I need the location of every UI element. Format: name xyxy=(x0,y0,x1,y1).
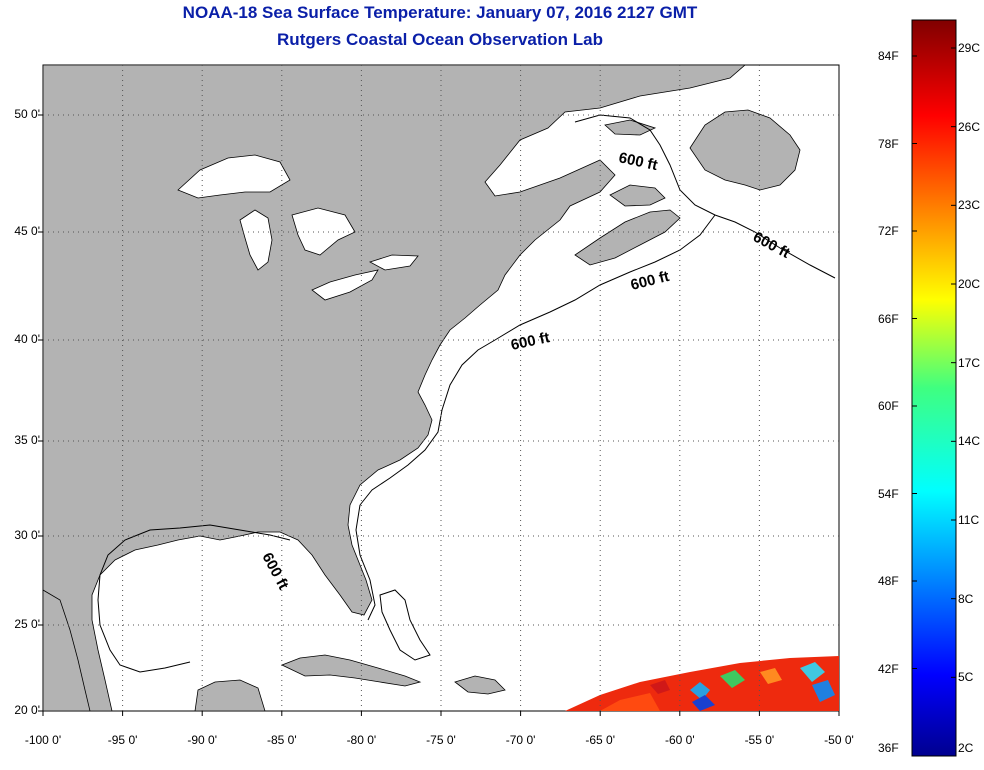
depth-contour-600ft xyxy=(97,114,836,673)
colorbar-celsius-label: 14C xyxy=(958,434,981,449)
colorbar-fahrenheit-label: 60F xyxy=(878,399,899,413)
colorbar-fahrenheit-label: 72F xyxy=(878,224,899,238)
colorbar-fahrenheit-label: 48F xyxy=(878,574,899,588)
colorbar-celsius-label: 20C xyxy=(958,277,981,291)
lon-tick-label: -90 0' xyxy=(187,733,218,747)
lat-tick-label: 20 0' xyxy=(14,703,40,717)
colorbar-fahrenheit-label: 54F xyxy=(878,486,899,501)
land-gaspe xyxy=(609,184,666,207)
lon-tick-label: -100 0' xyxy=(24,733,62,747)
colorbar-fahrenheit-label: 78F xyxy=(878,136,899,151)
lon-tick-label: -60 0' xyxy=(664,733,695,747)
lon-tick-label: -75 0' xyxy=(426,733,456,747)
colorbar-celsius-label: 17C xyxy=(958,355,981,370)
land-yucatan xyxy=(194,679,266,711)
lat-tick-label: 40 0' xyxy=(14,332,40,346)
land-hispaniola xyxy=(454,675,506,695)
lat-tick-label: 50 0' xyxy=(14,107,40,121)
map-subtitle: Rutgers Coastal Ocean Observation Lab xyxy=(277,30,603,49)
colorbar-fahrenheit-label: 66F xyxy=(878,311,899,326)
colorbar-celsius-label: 5C xyxy=(958,670,974,685)
lat-tick-label: 45 0' xyxy=(14,224,40,238)
lat-tick-label: 30 0' xyxy=(14,528,40,542)
lon-tick-label: -70 0' xyxy=(505,733,536,747)
land-newfoundland xyxy=(689,109,801,191)
lake-michigan xyxy=(239,209,273,271)
colorbar-celsius-label: 2C xyxy=(958,741,974,755)
lake-ontario xyxy=(368,254,419,271)
land-anticosti xyxy=(604,119,657,136)
colorbar-celsius-label: 23C xyxy=(958,198,981,213)
colorbar-fahrenheit-label: 84F xyxy=(878,49,899,63)
lon-tick-label: -65 0' xyxy=(585,733,616,747)
map-title: NOAA-18 Sea Surface Temperature: January… xyxy=(182,3,698,22)
colorbar-celsius-label: 8C xyxy=(958,591,974,606)
colorbar xyxy=(911,19,957,757)
lat-tick-label: 25 0' xyxy=(14,617,40,631)
lon-tick-label: -50 0' xyxy=(824,733,854,747)
colorbar-celsius-label: 29C xyxy=(958,41,981,55)
land-mexico xyxy=(43,589,91,711)
lon-tick-label: -85 0' xyxy=(266,733,297,747)
colorbar-fahrenheit-label: 42F xyxy=(878,661,899,676)
lon-tick-label: -80 0' xyxy=(346,733,377,747)
lon-tick-label: -95 0' xyxy=(107,733,138,747)
lon-tick-label: -55 0' xyxy=(744,733,775,747)
lake-erie xyxy=(311,269,379,301)
land-cuba xyxy=(280,654,422,687)
colorbar-celsius-label: 11C xyxy=(958,513,980,527)
colorbar-celsius-label: 26C xyxy=(958,119,981,134)
lake-superior xyxy=(177,154,291,199)
land-nova-scotia xyxy=(574,209,681,266)
sst-swath xyxy=(565,656,839,711)
lat-tick-label: 35 0' xyxy=(14,433,40,447)
colorbar-fahrenheit-label: 36F xyxy=(878,741,899,755)
